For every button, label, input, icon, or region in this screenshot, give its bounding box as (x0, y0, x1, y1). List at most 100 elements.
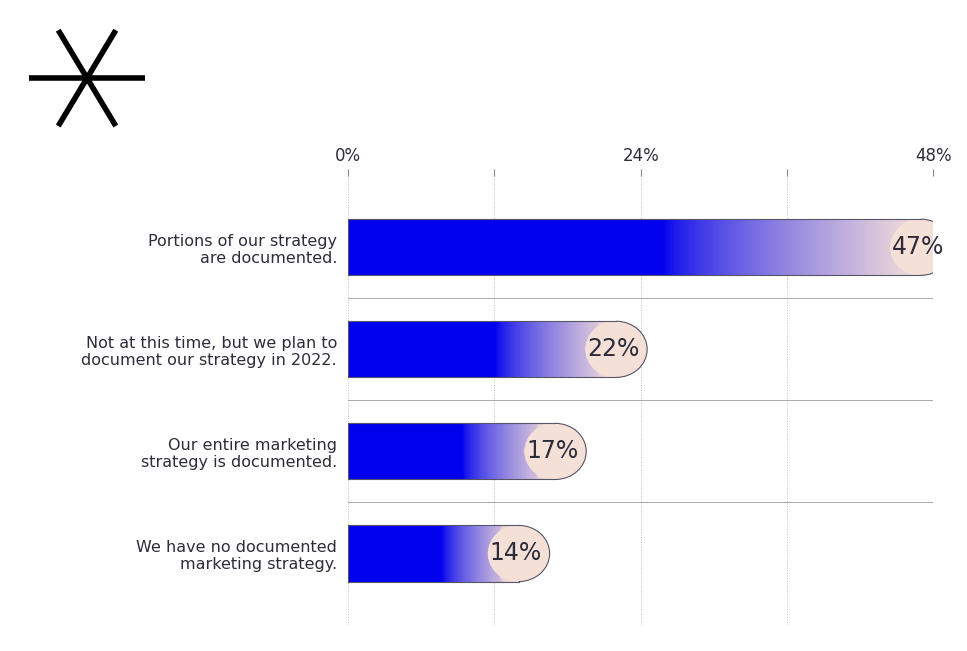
Bar (862, 219, 863, 275)
Bar (503, 219, 505, 275)
Ellipse shape (587, 321, 641, 378)
Bar (631, 219, 633, 275)
Bar (458, 219, 459, 275)
Bar (504, 219, 506, 275)
Bar (706, 219, 708, 275)
Bar (548, 219, 549, 275)
Bar (449, 219, 451, 275)
Bar (640, 219, 641, 275)
Bar (757, 219, 758, 275)
Bar (405, 219, 407, 275)
Bar (374, 219, 376, 275)
Bar (919, 219, 920, 275)
Bar (463, 219, 464, 275)
Bar (436, 219, 438, 275)
Bar (815, 219, 816, 275)
Bar (433, 219, 434, 275)
Bar (763, 219, 764, 275)
Bar (604, 219, 605, 275)
Bar (724, 219, 726, 275)
Bar (494, 219, 495, 275)
Bar (899, 219, 900, 275)
Bar (418, 219, 420, 275)
Bar (434, 219, 435, 275)
Bar (571, 219, 573, 275)
Bar (619, 219, 620, 275)
Bar (563, 219, 564, 275)
Bar (908, 219, 910, 275)
Bar (895, 219, 897, 275)
Ellipse shape (585, 321, 647, 378)
Ellipse shape (495, 525, 518, 581)
Ellipse shape (490, 525, 542, 581)
Bar (642, 219, 643, 275)
Bar (826, 219, 827, 275)
Ellipse shape (894, 219, 935, 275)
Bar (565, 219, 567, 275)
Bar (355, 219, 356, 275)
Bar (884, 219, 886, 275)
Bar (849, 219, 850, 275)
Bar (822, 219, 824, 275)
Bar (703, 219, 704, 275)
Bar (874, 219, 875, 275)
Bar (786, 219, 788, 275)
Bar (748, 219, 750, 275)
Bar (622, 219, 623, 275)
Bar (673, 219, 674, 275)
Bar (654, 219, 655, 275)
Ellipse shape (531, 423, 557, 480)
Bar (448, 219, 450, 275)
Ellipse shape (525, 423, 584, 480)
Ellipse shape (893, 219, 941, 275)
Bar (562, 219, 563, 275)
Ellipse shape (497, 525, 512, 581)
Bar (439, 219, 440, 275)
Bar (702, 219, 703, 275)
Bar (470, 219, 471, 275)
Bar (871, 219, 873, 275)
Bar (387, 219, 389, 275)
Bar (672, 219, 673, 275)
Bar (677, 219, 678, 275)
Bar (360, 219, 361, 275)
Text: 14%: 14% (489, 542, 542, 566)
Ellipse shape (593, 321, 615, 378)
Bar (689, 219, 690, 275)
Bar (894, 219, 895, 275)
Bar (837, 219, 838, 275)
Bar (887, 219, 888, 275)
Bar (898, 219, 899, 275)
Bar (522, 219, 524, 275)
Bar (682, 219, 684, 275)
Bar (791, 219, 793, 275)
Ellipse shape (524, 423, 586, 480)
Bar (838, 219, 839, 275)
Bar (684, 219, 685, 275)
Bar (625, 219, 626, 275)
Bar (752, 219, 753, 275)
Bar (411, 219, 413, 275)
Bar (870, 219, 871, 275)
Bar (462, 219, 463, 275)
Ellipse shape (894, 219, 933, 275)
Bar (607, 219, 609, 275)
Bar (881, 219, 882, 275)
Bar (453, 219, 454, 275)
Bar (687, 219, 689, 275)
Bar (828, 219, 830, 275)
Bar (537, 219, 538, 275)
Bar (391, 219, 392, 275)
Bar (675, 219, 677, 275)
Ellipse shape (891, 219, 950, 275)
Bar (354, 219, 355, 275)
Bar (735, 219, 736, 275)
Bar (583, 219, 585, 275)
Bar (524, 219, 525, 275)
Bar (716, 219, 717, 275)
Ellipse shape (528, 423, 570, 480)
Bar (366, 219, 367, 275)
Bar (685, 219, 686, 275)
Bar (810, 219, 812, 275)
Bar (460, 219, 462, 275)
